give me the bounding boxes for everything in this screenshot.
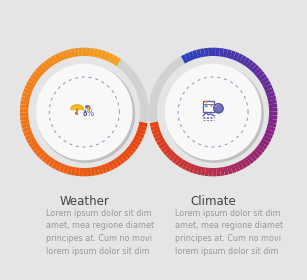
Text: %: % [87,109,94,118]
Circle shape [37,65,134,162]
Circle shape [86,106,87,108]
Text: Weather: Weather [59,195,109,207]
Circle shape [85,106,86,107]
Circle shape [212,105,213,106]
Circle shape [88,106,90,108]
Text: Lorem ipsum dolor sit dim
amet, mea regione diamet
principes at. Cum no movi
lor: Lorem ipsum dolor sit dim amet, mea regi… [46,209,155,256]
Circle shape [211,101,212,103]
Circle shape [37,64,132,160]
Circle shape [166,65,263,162]
Circle shape [211,106,212,107]
Circle shape [165,64,261,160]
Circle shape [210,105,211,106]
Circle shape [206,112,207,113]
FancyBboxPatch shape [203,101,214,111]
Circle shape [87,106,89,108]
Text: Climate: Climate [190,195,236,207]
Circle shape [211,105,212,106]
Circle shape [214,104,223,113]
Text: Lorem ipsum dolor sit dim
amet, mea regione diamet
principes at. Cum no movi
lor: Lorem ipsum dolor sit dim amet, mea regi… [175,209,283,256]
Circle shape [205,102,207,103]
Circle shape [211,105,212,106]
